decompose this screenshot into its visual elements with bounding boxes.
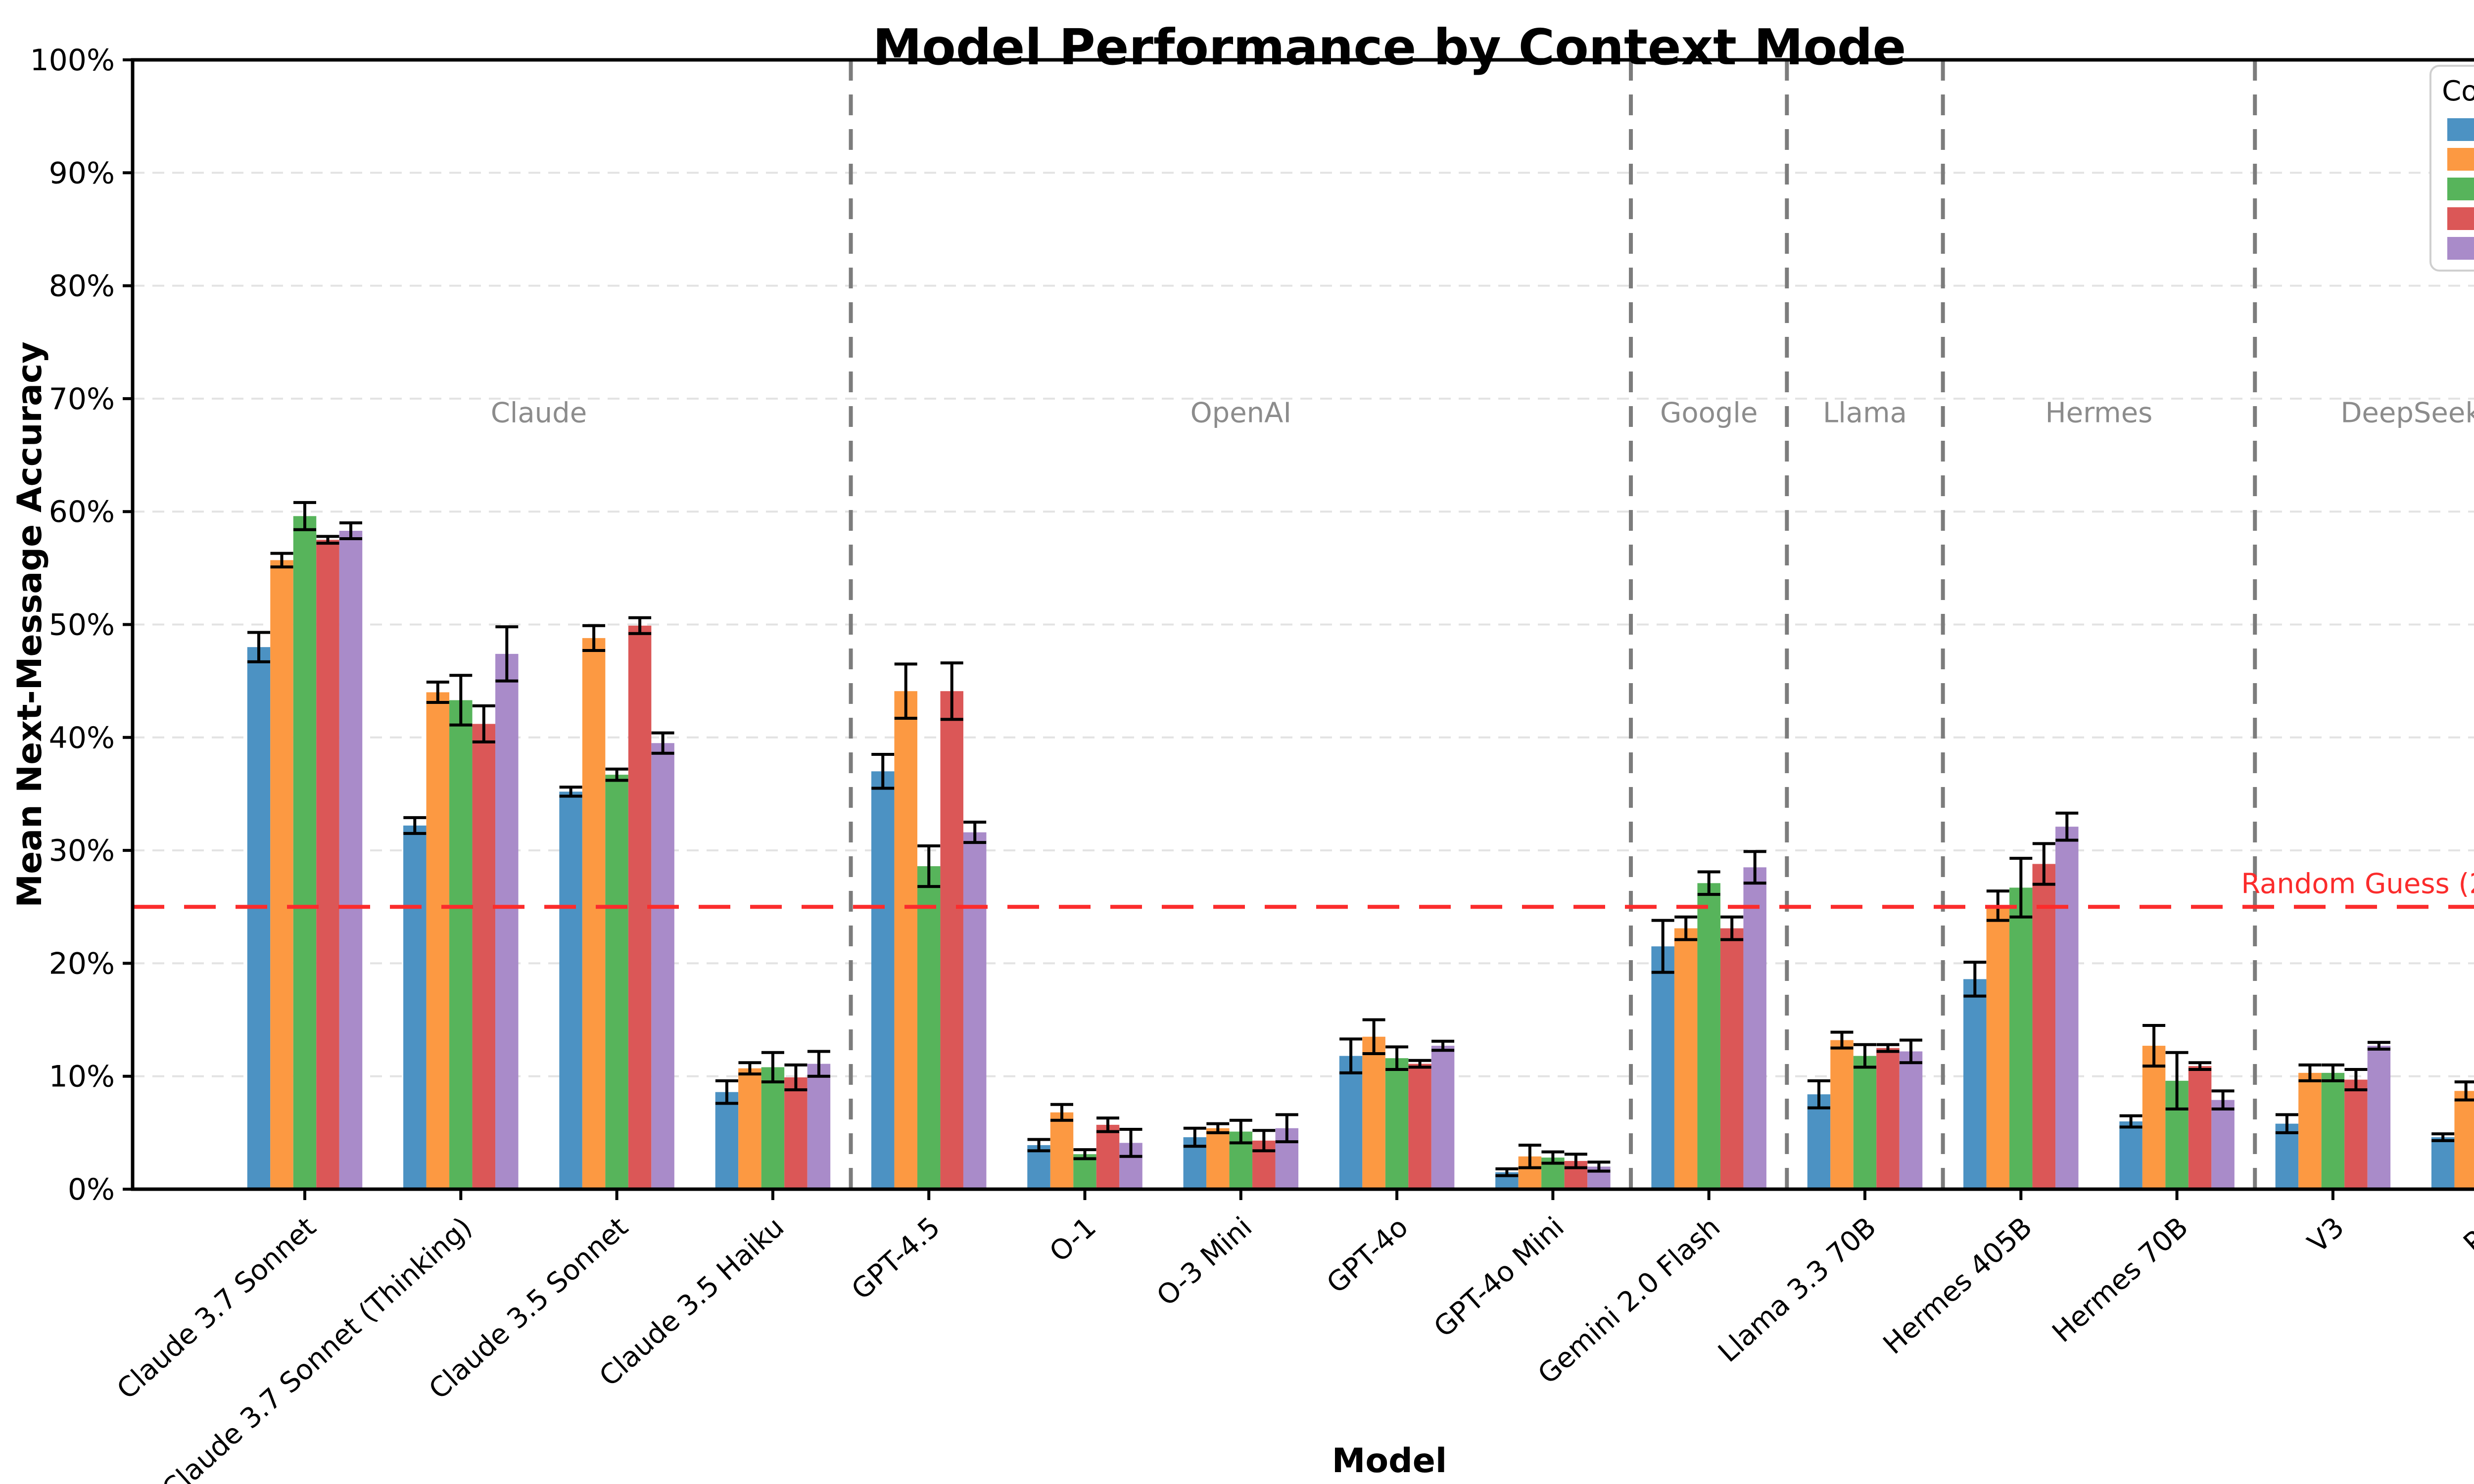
- legend-swatch: [2447, 237, 2474, 260]
- bar-no-context: [247, 647, 271, 1189]
- bar-no-context: [871, 771, 895, 1189]
- bar-100-raw: [2188, 1066, 2212, 1189]
- bar-no-context: [2431, 1137, 2455, 1189]
- bar-no-context: [1963, 979, 1987, 1189]
- bar-no-context: [2119, 1121, 2142, 1189]
- bar-50-summary: [449, 700, 473, 1189]
- y-tick-label: 90%: [49, 156, 115, 190]
- legend-swatch: [2447, 207, 2474, 230]
- bar-100-raw: [472, 724, 496, 1189]
- bar-50-raw: [1830, 1040, 1854, 1189]
- bar-50-summary: [1385, 1058, 1409, 1189]
- bar-50-raw: [1050, 1112, 1074, 1189]
- x-tick-label: GPT-4.5: [846, 1211, 947, 1306]
- y-tick-label: 60%: [49, 495, 115, 529]
- bar-100-raw: [2032, 864, 2056, 1189]
- bar-50-summary: [2321, 1072, 2345, 1189]
- bar-100-raw: [2344, 1079, 2368, 1189]
- y-tick-label: 20%: [49, 946, 115, 981]
- x-tick-label: O-1: [1044, 1211, 1102, 1268]
- section-label: Claude: [491, 397, 587, 429]
- bar-50-summary: [1697, 883, 1720, 1189]
- bar-100-raw: [940, 691, 963, 1189]
- section-label: Llama: [1823, 397, 1907, 429]
- bar-100-raw: [784, 1077, 808, 1189]
- bar-100-summary: [2367, 1046, 2391, 1189]
- bar-50-raw: [2454, 1091, 2474, 1189]
- bar-100-summary: [651, 743, 674, 1189]
- y-tick-label: 80%: [49, 269, 115, 304]
- bar-100-summary: [1899, 1051, 1923, 1189]
- bar-no-context: [1807, 1094, 1831, 1189]
- bar-no-context: [1027, 1145, 1050, 1189]
- x-tick-label: R1: [2458, 1211, 2474, 1259]
- bar-50-raw: [2298, 1072, 2322, 1189]
- bar-no-context: [1339, 1056, 1363, 1189]
- bar-50-summary: [917, 866, 941, 1189]
- bar-50-summary: [605, 775, 628, 1189]
- section-label: DeepSeek: [2340, 397, 2474, 429]
- random-guess-label: Random Guess (25%): [2241, 868, 2474, 900]
- chart-title: Model Performance by Context Mode: [873, 18, 1906, 76]
- bar-100-summary: [495, 653, 519, 1189]
- y-axis-label: Mean Next-Message Accuracy: [10, 341, 49, 907]
- bar-100-summary: [963, 832, 987, 1189]
- bar-no-context: [403, 825, 427, 1189]
- section-label: Google: [1660, 397, 1758, 429]
- legend-swatch: [2447, 178, 2474, 200]
- bar-50-raw: [2142, 1046, 2166, 1189]
- bar-50-raw: [270, 560, 293, 1189]
- y-tick-label: 40%: [49, 721, 115, 755]
- y-tick-label: 50%: [49, 608, 115, 643]
- bar-50-raw: [894, 691, 917, 1189]
- section-label: OpenAI: [1190, 397, 1291, 429]
- bar-100-summary: [2055, 827, 2079, 1189]
- bar-no-context: [715, 1092, 739, 1189]
- y-tick-label: 100%: [30, 43, 115, 78]
- bar-50-raw: [1362, 1036, 1385, 1189]
- bar-100-raw: [1408, 1064, 1431, 1189]
- x-tick-label: V3: [2302, 1211, 2350, 1259]
- bar-no-context: [1651, 946, 1674, 1189]
- x-tick-label: O-3 Mini: [1151, 1211, 1259, 1312]
- y-tick-label: 10%: [49, 1060, 115, 1094]
- x-tick-label: Claude 3.7 Sonnet (Thinking): [156, 1211, 478, 1484]
- bar-100-raw: [1876, 1048, 1900, 1189]
- bar-100-summary: [807, 1064, 831, 1189]
- bar-50-summary: [2009, 887, 2033, 1189]
- x-tick-label: Hermes 70B: [2046, 1211, 2194, 1349]
- legend-title: Context Mode: [2442, 75, 2474, 107]
- bar-50-raw: [1206, 1128, 1230, 1189]
- bar-100-summary: [1743, 867, 1766, 1189]
- bar-no-context: [559, 791, 582, 1189]
- bar-50-raw: [1986, 905, 2010, 1189]
- bar-50-summary: [761, 1067, 785, 1189]
- bar-100-summary: [339, 531, 363, 1189]
- bar-100-raw: [316, 540, 339, 1189]
- x-tick-label: GPT-4o Mini: [1428, 1211, 1570, 1344]
- bar-50-summary: [293, 516, 317, 1189]
- x-tick-label: GPT-4o: [1321, 1211, 1414, 1300]
- x-tick-label: Hermes 405B: [1877, 1211, 2039, 1361]
- bar-100-raw: [1096, 1124, 1120, 1189]
- bar-100-raw: [1720, 928, 1744, 1189]
- bar-50-raw: [738, 1068, 761, 1189]
- bar-no-context: [2275, 1123, 2299, 1189]
- y-tick-label: 70%: [49, 382, 115, 417]
- legend-swatch: [2447, 118, 2474, 141]
- x-axis-label: Model: [1332, 1441, 1447, 1481]
- section-label: Hermes: [2046, 397, 2153, 429]
- legend-swatch: [2447, 148, 2474, 171]
- x-tick-label: Llama 3.3 70B: [1712, 1211, 1882, 1369]
- bar-100-summary: [2211, 1100, 2235, 1189]
- bar-100-summary: [1431, 1046, 1455, 1189]
- bar-50-summary: [1853, 1056, 1877, 1189]
- bar-50-raw: [1674, 928, 1698, 1189]
- bar-50-raw: [426, 692, 450, 1189]
- y-tick-label: 0%: [68, 1172, 115, 1207]
- y-tick-label: 30%: [49, 834, 115, 868]
- bar-50-raw: [582, 638, 606, 1189]
